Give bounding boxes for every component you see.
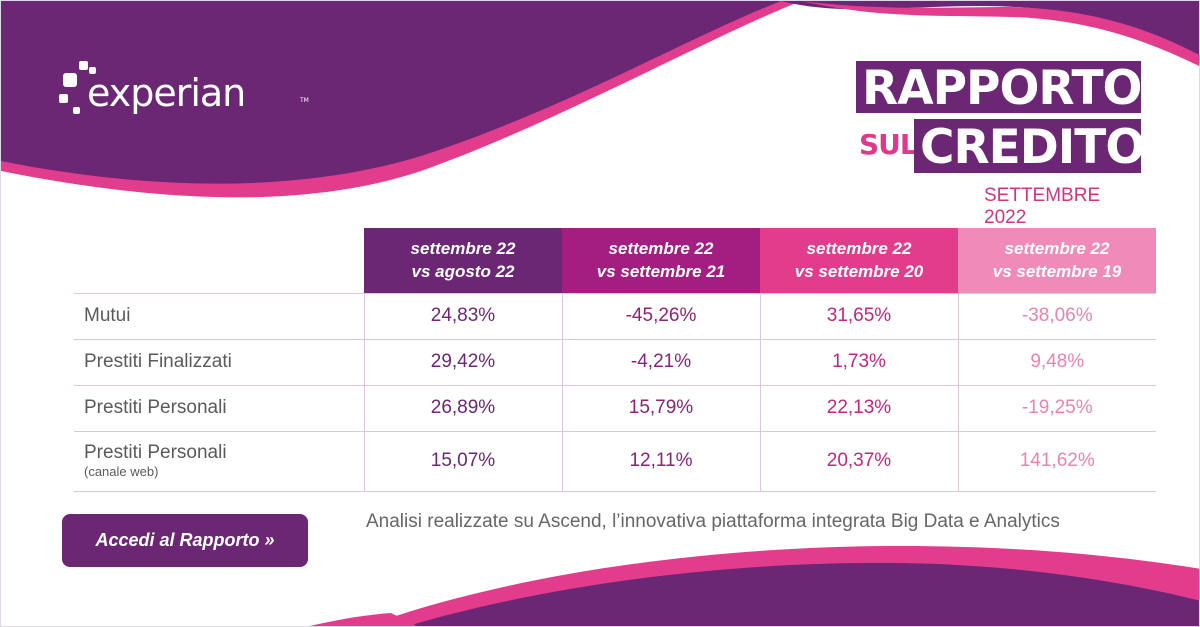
row-label: Mutui: [74, 292, 364, 339]
row-label-text: Mutui: [84, 305, 131, 326]
row-label-text: Prestiti Personali: [84, 397, 227, 418]
column-header-line2: vs agosto 22: [411, 262, 515, 282]
row-label: Prestiti Personali (canale web): [74, 430, 364, 492]
table-cell: 26,89%: [363, 384, 562, 431]
column-header: settembre 22 vs agosto 22: [364, 228, 562, 293]
table-cell: 15,07%: [363, 430, 562, 492]
table-cell: 1,73%: [759, 338, 958, 385]
bottom-wave-purple: [407, 562, 1199, 626]
logo-dots-icon: [59, 61, 96, 114]
row-label-text: Prestiti Personali: [84, 442, 227, 463]
column-header-line1: settembre 22: [608, 239, 714, 259]
table-cell: 29,42%: [363, 338, 562, 385]
table-cell: 24,83%: [363, 292, 562, 339]
column-header: settembre 22 vs settembre 21: [562, 228, 760, 293]
table-row: Mutui 24,83% -45,26% 31,65% -38,06%: [74, 292, 1156, 339]
table-cell: 31,65%: [759, 292, 958, 339]
table-cell: 9,48%: [957, 338, 1156, 385]
report-date: SETTEMBRE 2022: [984, 185, 1101, 228]
footnote-text: Analisi realizzate su Ascend, l’innovati…: [366, 511, 1060, 532]
table-row: Prestiti Personali (canale web) 15,07% 1…: [74, 430, 1156, 492]
column-header: settembre 22 vs settembre 19: [958, 228, 1156, 293]
column-header-line2: vs settembre 21: [596, 262, 726, 282]
table-cell: 20,37%: [759, 430, 958, 492]
logo-wordmark: experian: [87, 71, 246, 115]
column-header-line1: settembre 22: [410, 239, 516, 259]
top-wave-purple: [1, 1, 781, 184]
column-header-line1: settembre 22: [806, 239, 912, 259]
column-header-line2: vs settembre 19: [992, 262, 1122, 282]
logo-trademark: TM: [300, 97, 309, 104]
table-row: Prestiti Finalizzati 29,42% -4,21% 1,73%…: [74, 338, 1156, 385]
column-header-line2: vs settembre 20: [794, 262, 924, 282]
title-credito: CREDITO: [914, 119, 1145, 173]
top-right-wave-edge: [801, 1, 1199, 67]
table-cell: -4,21%: [561, 338, 760, 385]
table-cell: 22,13%: [759, 384, 958, 431]
row-label: Prestiti Finalizzati: [74, 338, 364, 385]
table-cell: -38,06%: [957, 292, 1156, 339]
title-sul: SUL: [859, 128, 918, 161]
header-empty-cell: [74, 228, 364, 293]
access-report-button[interactable]: Accedi al Rapporto »: [62, 514, 308, 567]
column-header-line1: settembre 22: [1004, 239, 1110, 259]
table-cell: 141,62%: [957, 430, 1156, 492]
column-header: settembre 22 vs settembre 20: [760, 228, 958, 293]
top-right-wave: [781, 1, 1199, 56]
bottom-left-pink: [309, 613, 417, 626]
credit-table: settembre 22 vs agosto 22 settembre 22 v…: [74, 228, 1156, 492]
table-header-row: settembre 22 vs agosto 22 settembre 22 v…: [74, 228, 1156, 293]
table-cell: 15,79%: [561, 384, 760, 431]
row-label-text: Prestiti Finalizzati: [84, 351, 232, 372]
report-title: RAPPORTO SUL CREDITO SETTEMBRE 2022: [856, 61, 1146, 228]
row-label: Prestiti Personali: [74, 384, 364, 431]
table-cell: -45,26%: [561, 292, 760, 339]
title-rapporto: RAPPORTO: [856, 61, 1143, 113]
table-cell: 12,11%: [561, 430, 760, 492]
table-cell: -19,25%: [957, 384, 1156, 431]
row-sublabel: (canale web): [84, 464, 159, 479]
table-row: Prestiti Personali 26,89% 15,79% 22,13% …: [74, 384, 1156, 431]
